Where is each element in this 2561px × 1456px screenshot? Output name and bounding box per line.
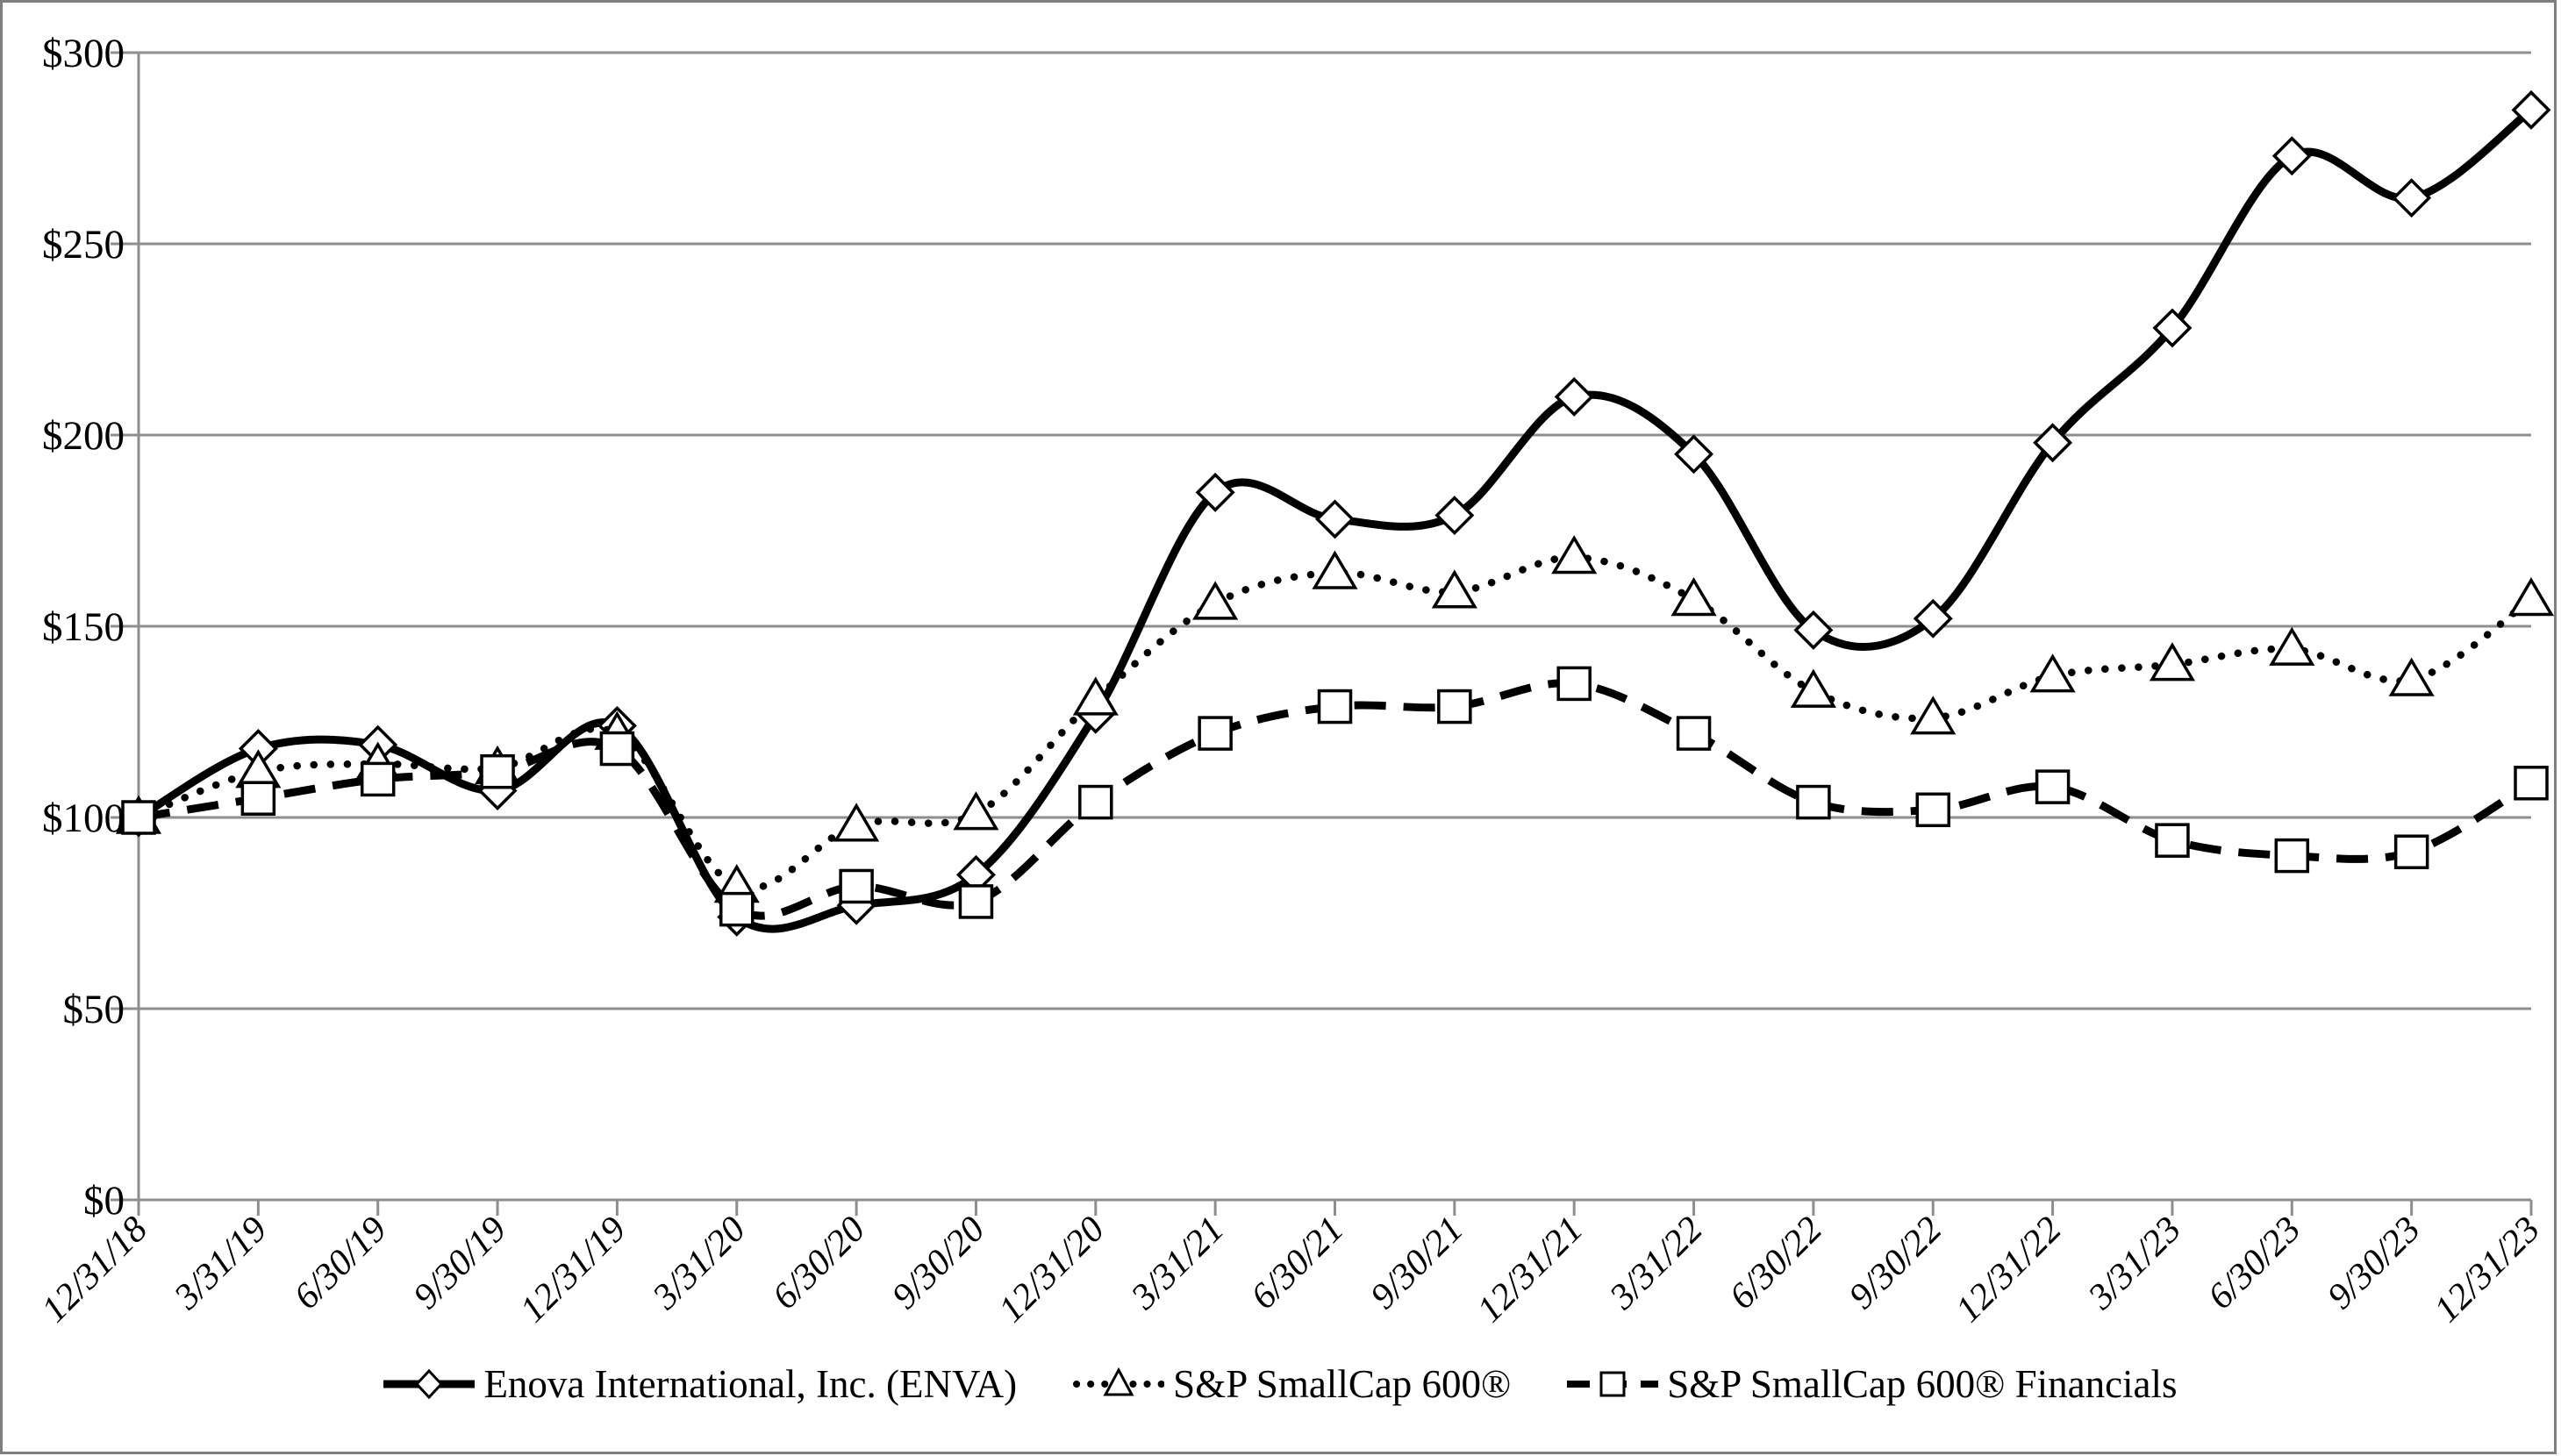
y-axis-labels: $0 $50 $100 $150 $200 $250 $300 xyxy=(42,31,125,1224)
triangle-marker xyxy=(1312,550,1358,589)
x-tick-label-12/31/20: 12/31/20 xyxy=(991,1210,1112,1331)
square-marker xyxy=(1198,716,1233,751)
square-marker xyxy=(719,891,755,927)
triangle-marker xyxy=(2149,642,2196,682)
square-marker xyxy=(2274,838,2310,874)
square-marker xyxy=(1676,716,1712,751)
x-tick-label-12/31/18: 12/31/18 xyxy=(34,1210,155,1331)
diamond-marker xyxy=(2152,308,2193,348)
diamond-marker xyxy=(2033,423,2073,463)
x-tick-label-3/31/23: 3/31/23 xyxy=(2080,1210,2189,1318)
x-tick-label-3/31/19: 3/31/19 xyxy=(166,1210,275,1318)
y-tick-label-150: $150 xyxy=(42,604,125,650)
diamond-marker xyxy=(1913,598,1953,639)
square-marker xyxy=(1078,784,1113,820)
triangle-marker xyxy=(1431,569,1477,609)
diamond-marker xyxy=(1315,499,1355,539)
x-tick-label-3/31/20: 3/31/20 xyxy=(645,1210,754,1318)
triangle-marker xyxy=(2269,626,2315,666)
diamond-marker xyxy=(2511,89,2551,130)
series-0 xyxy=(118,89,2551,937)
x-axis-ticks xyxy=(137,1200,2533,1216)
triangle-marker xyxy=(1790,668,1836,708)
square-marker xyxy=(958,884,994,919)
series-2 xyxy=(121,666,2549,927)
triangle-marker xyxy=(1910,696,1957,735)
diamond-marker xyxy=(1195,472,1235,512)
series-markers-0 xyxy=(118,89,2551,937)
x-tick-label-9/30/21: 9/30/21 xyxy=(1363,1210,1471,1317)
square-marker xyxy=(2514,766,2549,801)
diamond-marker xyxy=(2271,136,2312,176)
x-tick-label-12/31/19: 12/31/19 xyxy=(512,1210,633,1331)
square-marker xyxy=(839,868,874,904)
square-marker xyxy=(2155,823,2190,858)
x-tick-label-6/30/20: 6/30/20 xyxy=(765,1210,873,1317)
square-marker xyxy=(480,753,515,789)
y-tick-label-300: $300 xyxy=(42,31,125,76)
triangle-marker xyxy=(1072,676,1119,716)
y-tick-label-50: $50 xyxy=(63,987,125,1032)
square-marker xyxy=(121,800,156,835)
diamond-marker xyxy=(1674,434,1714,475)
y-tick-label-0: $0 xyxy=(83,1178,125,1224)
x-tick-label-9/30/19: 9/30/19 xyxy=(406,1210,514,1317)
square-marker xyxy=(2035,769,2071,804)
x-tick-label-6/30/22: 6/30/22 xyxy=(1722,1210,1830,1317)
y-tick-label-200: $200 xyxy=(42,413,125,459)
triangle-marker xyxy=(833,803,880,842)
x-tick-label-12/31/23: 12/31/23 xyxy=(2427,1210,2548,1331)
square-marker xyxy=(1556,666,1592,702)
square-marker xyxy=(240,781,276,816)
square-marker xyxy=(1437,689,1472,724)
y-tick-label-100: $100 xyxy=(42,796,125,841)
series-markers-2 xyxy=(121,666,2549,927)
square-marker xyxy=(360,761,396,797)
gridlines xyxy=(111,51,2531,1202)
square-marker xyxy=(599,731,635,767)
x-tick-label-3/31/22: 3/31/22 xyxy=(1602,1210,1711,1318)
square-marker xyxy=(1915,792,1950,828)
x-tick-label-12/31/22: 12/31/22 xyxy=(1949,1210,2070,1331)
x-tick-label-6/30/19: 6/30/19 xyxy=(286,1210,394,1317)
x-tick-label-9/30/23: 9/30/23 xyxy=(2320,1210,2428,1317)
triangle-marker xyxy=(2029,653,2076,693)
x-tick-label-9/30/22: 9/30/22 xyxy=(1842,1210,1949,1317)
diamond-marker xyxy=(1554,376,1594,417)
square-marker xyxy=(1317,689,1353,724)
triangle-marker xyxy=(1551,535,1598,575)
x-tick-label-6/30/23: 6/30/23 xyxy=(2200,1210,2308,1317)
x-tick-label-9/30/20: 9/30/20 xyxy=(884,1210,992,1317)
square-marker xyxy=(1796,784,1831,820)
triangle-marker xyxy=(953,791,999,831)
diamond-marker xyxy=(1434,496,1475,536)
square-marker xyxy=(2393,834,2429,869)
triangle-marker xyxy=(1192,581,1239,620)
x-tick-label-3/31/21: 3/31/21 xyxy=(1123,1210,1232,1318)
triangle-marker xyxy=(1670,577,1717,617)
x-tick-label-6/30/21: 6/30/21 xyxy=(1243,1210,1351,1317)
diamond-marker xyxy=(2392,178,2432,218)
triangle-marker xyxy=(2388,657,2435,696)
y-tick-label-250: $250 xyxy=(42,222,125,268)
triangle-marker xyxy=(2507,577,2555,617)
x-tick-label-12/31/21: 12/31/21 xyxy=(1470,1210,1591,1331)
diamond-marker xyxy=(1793,610,1834,650)
